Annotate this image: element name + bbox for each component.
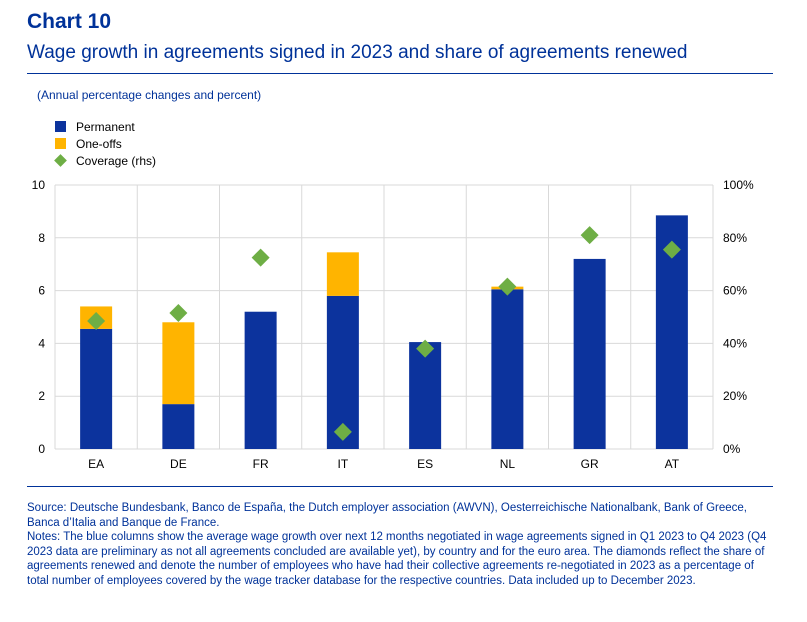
coverage-diamond <box>662 240 681 259</box>
bar-permanent <box>573 258 606 449</box>
y-right-tick-label: 100% <box>723 178 754 192</box>
x-tick-label: IT <box>338 457 349 471</box>
x-tick-label: EA <box>88 457 104 471</box>
x-tick-label: FR <box>253 457 269 471</box>
coverage-diamond <box>416 339 435 358</box>
notes-divider <box>27 486 773 487</box>
y-right-tick-label: 20% <box>723 389 747 403</box>
coverage-diamond <box>333 422 352 441</box>
bar-permanent <box>162 404 195 449</box>
source-text: Source: Deutsche Bundesbank, Banco de Es… <box>27 502 747 529</box>
y-left-tick-label: 0 <box>38 442 45 456</box>
x-tick-label: AT <box>665 457 680 471</box>
chart-legend: Permanent One-offs Coverage (rhs) <box>54 118 157 169</box>
chart-number: Chart 10 <box>27 10 112 33</box>
coverage-diamond <box>498 277 517 296</box>
bar-one-offs <box>326 252 359 296</box>
coverage-diamond <box>251 248 270 267</box>
coverage-diamond <box>169 304 188 323</box>
y-right-tick-label: 80% <box>723 231 747 245</box>
legend-item-coverage: Coverage (rhs) <box>54 152 157 169</box>
y-left-tick-label: 10 <box>32 178 46 192</box>
legend-swatch-one-offs <box>55 138 66 149</box>
title-divider <box>27 73 773 74</box>
bar-permanent <box>491 289 524 449</box>
y-right-tick-label: 0% <box>723 442 741 456</box>
legend-label-one-offs: One-offs <box>76 136 122 151</box>
legend-label-coverage: Coverage (rhs) <box>76 153 157 168</box>
bar-permanent <box>80 328 113 449</box>
y-left-tick-label: 6 <box>38 284 45 298</box>
chart-units: (Annual percentage changes and percent) <box>37 88 262 102</box>
chart-notes: Source: Deutsche Bundesbank, Banco de Es… <box>27 501 777 588</box>
y-left-tick-label: 8 <box>38 231 45 245</box>
legend-swatch-permanent <box>55 121 66 132</box>
y-left-tick-label: 4 <box>38 336 45 350</box>
bar-permanent <box>409 342 442 449</box>
bar-permanent <box>244 311 277 449</box>
legend-item-one-offs: One-offs <box>55 135 156 152</box>
y-right-tick-label: 40% <box>723 336 747 350</box>
legend-diamond-icon <box>54 154 67 167</box>
bar-one-offs <box>162 322 195 405</box>
y-left-tick-label: 2 <box>38 389 45 403</box>
x-tick-label: DE <box>170 457 187 471</box>
coverage-diamond <box>580 226 599 245</box>
x-tick-label: GR <box>581 457 599 471</box>
legend-label-permanent: Permanent <box>76 119 135 134</box>
y-right-tick-label: 60% <box>723 284 747 298</box>
x-tick-label: NL <box>500 457 516 471</box>
coverage-diamond <box>87 311 106 330</box>
notes-text: Notes: The blue columns show the average… <box>27 531 767 587</box>
legend-item-permanent: Permanent <box>55 118 156 135</box>
x-tick-label: ES <box>417 457 433 471</box>
chart-title: Wage growth in agreements signed in 2023… <box>27 42 688 63</box>
